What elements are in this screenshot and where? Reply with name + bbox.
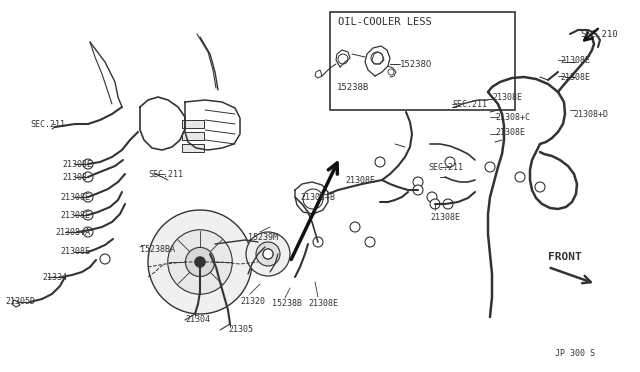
Bar — [182, 132, 204, 140]
Text: 21308: 21308 — [62, 173, 87, 182]
Circle shape — [168, 230, 232, 294]
Circle shape — [535, 182, 545, 192]
Text: SEC.211: SEC.211 — [428, 163, 463, 171]
Circle shape — [83, 172, 93, 182]
Text: 21305: 21305 — [228, 326, 253, 334]
Circle shape — [350, 222, 360, 232]
Text: SEC.211: SEC.211 — [452, 99, 487, 109]
Text: SEC.211: SEC.211 — [30, 119, 65, 128]
Text: 21308E: 21308E — [60, 211, 90, 219]
Text: 21308E: 21308E — [345, 176, 375, 185]
Circle shape — [83, 192, 93, 202]
Text: 21308E: 21308E — [60, 192, 90, 202]
Text: 21308E: 21308E — [308, 299, 338, 308]
Circle shape — [413, 177, 423, 187]
Circle shape — [427, 192, 437, 202]
Text: 21308E: 21308E — [430, 212, 460, 221]
Circle shape — [445, 157, 455, 167]
Circle shape — [375, 157, 385, 167]
Text: 21308+D: 21308+D — [573, 109, 608, 119]
Text: 15239M: 15239M — [248, 232, 278, 241]
Text: 21320: 21320 — [240, 298, 265, 307]
Circle shape — [443, 199, 453, 209]
Circle shape — [263, 249, 273, 259]
Circle shape — [195, 257, 205, 267]
Text: 15238B: 15238B — [272, 299, 302, 308]
Bar — [182, 120, 204, 128]
Text: 15238B: 15238B — [337, 83, 369, 92]
Circle shape — [413, 185, 423, 195]
Text: JP 300 S: JP 300 S — [555, 350, 595, 359]
Text: 15238O: 15238O — [400, 60, 432, 68]
Text: 21308E: 21308E — [62, 160, 92, 169]
Text: FRONT: FRONT — [548, 252, 582, 262]
Circle shape — [256, 242, 280, 266]
Text: 21334: 21334 — [42, 273, 67, 282]
Text: 21305D: 21305D — [5, 298, 35, 307]
Text: 21308+B: 21308+B — [300, 192, 335, 202]
Circle shape — [100, 254, 110, 264]
Text: SEC.211: SEC.211 — [148, 170, 183, 179]
Text: 21304: 21304 — [185, 315, 210, 324]
Circle shape — [515, 172, 525, 182]
Circle shape — [485, 162, 495, 172]
Text: 21308E: 21308E — [492, 93, 522, 102]
Circle shape — [83, 227, 93, 237]
Text: 21308E: 21308E — [495, 128, 525, 137]
Circle shape — [365, 237, 375, 247]
Text: 21308E: 21308E — [560, 55, 590, 64]
Circle shape — [246, 232, 290, 276]
Text: OIL-COOLER LESS: OIL-COOLER LESS — [338, 17, 432, 27]
Circle shape — [263, 249, 273, 259]
Bar — [182, 144, 204, 152]
Text: 15238BA: 15238BA — [140, 244, 175, 253]
Text: 21308E: 21308E — [60, 247, 90, 257]
Text: SEC.210: SEC.210 — [580, 29, 618, 38]
Text: 21308+C: 21308+C — [495, 112, 530, 122]
Circle shape — [83, 159, 93, 169]
Circle shape — [83, 210, 93, 220]
Circle shape — [313, 237, 323, 247]
Circle shape — [430, 199, 440, 209]
FancyBboxPatch shape — [330, 12, 515, 110]
Text: 21308+A: 21308+A — [55, 228, 90, 237]
Circle shape — [186, 247, 214, 276]
Circle shape — [148, 210, 252, 314]
Text: 21308E: 21308E — [560, 73, 590, 81]
